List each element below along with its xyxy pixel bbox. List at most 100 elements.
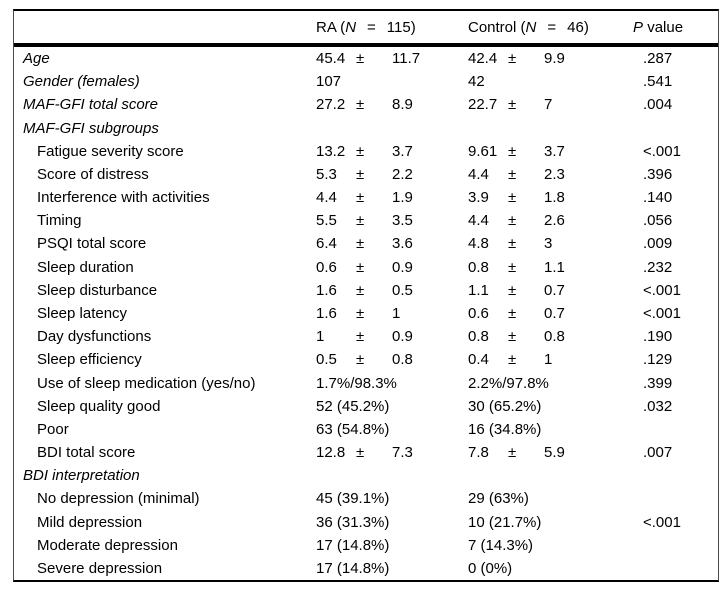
ra-cell: 0.6 ±0.9 [316, 259, 468, 276]
plus-minus-sign: ± [356, 189, 365, 207]
control-cell: 4.4 ±2.3 [468, 166, 633, 183]
row-label: Gender (females) [23, 73, 140, 91]
control-cell: 0.8 ±0.8 [468, 328, 633, 345]
plus-minus-sign: ± [356, 304, 365, 322]
ra-n-count: 115) [386, 18, 416, 36]
mean-value: 45.4 [316, 50, 346, 68]
row-label: Sleep latency [37, 304, 128, 322]
p-value-cell: .140 [643, 189, 673, 207]
ra-cell: 13.2 ±3.7 [316, 143, 468, 160]
row-label: Fatigue severity score [37, 142, 184, 160]
row-label: MAF-GFI subgroups [23, 119, 159, 137]
plus-minus-sign: ± [508, 304, 517, 322]
table-row: PSQI total score 6.4 ±3.6 4.8 ±3 .009 [14, 232, 718, 255]
plus-minus-sign: ± [356, 235, 365, 253]
plus-minus-sign: ± [356, 50, 365, 68]
table-row: Sleep disturbance 1.6 ±0.5 1.1 ±0.7 <.001 [14, 279, 718, 302]
plus-minus-sign: ± [508, 165, 517, 183]
table-row: Sleep quality good 52 (45.2%) 30 (65.2%) .0… [14, 395, 718, 418]
mean-value: 13.2 [316, 142, 346, 160]
table-row: Interference with activities 4.4 ±1.9 3.9 ±1… [14, 186, 718, 209]
row-label: Mild depression [37, 513, 143, 531]
mean-value: 5.3 [316, 165, 337, 183]
mean-value: 3.9 [468, 189, 489, 207]
plus-minus-sign: ± [356, 444, 365, 462]
p-value-cell: .541 [643, 73, 673, 91]
mean-value: 4.4 [468, 165, 489, 183]
sd-value: 3 [544, 235, 553, 253]
sd-value: 0.5 [392, 281, 413, 299]
p-value-cell: <.001 [643, 513, 681, 531]
table-row: Sleep latency 1.6 ±1 0.6 ±0.7 <.001 [14, 302, 718, 325]
ra-cell: 1.6 ±0.5 [316, 282, 468, 299]
plus-minus-sign: ± [508, 444, 517, 462]
sd-value: 0.7 [544, 304, 565, 322]
p-symbol: P [633, 18, 644, 36]
col-header-ra: RA (N = 115) [316, 19, 468, 36]
plus-minus-sign: ± [356, 96, 365, 114]
control-cell: 2.2%/97.8% [468, 374, 549, 392]
plus-minus-sign: ± [508, 281, 517, 299]
p-value-cell: .129 [643, 351, 673, 369]
ra-cell: 27.2 ±8.9 [316, 96, 468, 113]
table-row: Moderate depression 17 (14.8%) 7 (14.3%) [14, 534, 718, 557]
ra-cell: 1.7%/98.3% [316, 374, 397, 392]
mean-value: 0.6 [316, 258, 337, 276]
control-cell: 7.8 ±5.9 [468, 444, 633, 461]
control-n-symbol: N [525, 18, 537, 36]
ra-cell: 63 (54.8%) [316, 420, 390, 438]
plus-minus-sign: ± [508, 328, 517, 346]
plus-minus-sign: ± [356, 258, 365, 276]
mean-value: 0.8 [468, 328, 489, 346]
plus-minus-sign: ± [356, 351, 365, 369]
row-label: Moderate depression [37, 536, 178, 554]
mean-value: 1.6 [316, 304, 337, 322]
row-label: PSQI total score [37, 235, 147, 253]
control-cell: 22.7 ±7 [468, 96, 633, 113]
sd-value: 5.9 [544, 444, 565, 462]
row-label: Sleep quality good [37, 397, 161, 415]
row-label: BDI total score [37, 444, 136, 462]
sd-value: 7 [544, 96, 553, 114]
row-label: Sleep efficiency [37, 351, 142, 369]
p-value-cell: .287 [643, 50, 673, 68]
ra-cell: 45 (39.1%) [316, 490, 390, 508]
ra-cell: 4.4 ±1.9 [316, 189, 468, 206]
control-cell: 9.61 ±3.7 [468, 143, 633, 160]
control-cell: 30 (65.2%) [468, 397, 542, 415]
table-row: Fatigue severity score 13.2 ±3.7 9.61 ±3.7 <.… [14, 140, 718, 163]
sd-value: 1 [544, 351, 553, 369]
mean-value: 4.4 [316, 189, 337, 207]
row-label: Age [23, 50, 50, 68]
plus-minus-sign: ± [508, 235, 517, 253]
ra-cell: 6.4 ±3.6 [316, 235, 468, 252]
control-cell: 0.8 ±1.1 [468, 259, 633, 276]
p-value-cell: .009 [643, 235, 673, 253]
control-cell: 1.1 ±0.7 [468, 282, 633, 299]
sd-value: 2.3 [544, 165, 565, 183]
ra-cell: 5.5 ±3.5 [316, 212, 468, 229]
control-cell: 42 [468, 73, 485, 91]
mean-value: 1.6 [316, 281, 337, 299]
sd-value: 3.7 [392, 142, 413, 160]
control-cell: 16 (34.8%) [468, 420, 542, 438]
ra-header-prefix: RA ( [316, 18, 346, 36]
ra-equals-sign: = [367, 18, 376, 36]
mean-value: 6.4 [316, 235, 337, 253]
row-label: BDI interpretation [23, 467, 140, 485]
p-value-cell: .032 [643, 397, 673, 415]
plus-minus-sign: ± [356, 212, 365, 230]
sd-value: 11.7 [392, 50, 421, 68]
row-label: Severe depression [37, 559, 163, 577]
row-label: Use of sleep medication (yes/no) [37, 374, 256, 392]
row-label: Poor [37, 420, 69, 438]
table-row: Sleep efficiency 0.5 ±0.8 0.4 ±1 .129 [14, 348, 718, 371]
ra-cell: 17 (14.8%) [316, 559, 390, 577]
table-row: Severe depression 17 (14.8%) 0 (0%) [14, 557, 718, 580]
col-header-control: Control (N = 46) [468, 19, 633, 36]
sd-value: 1.8 [544, 189, 565, 207]
sd-value: 1.9 [392, 189, 413, 207]
ra-cell: 36 (31.3%) [316, 513, 390, 531]
